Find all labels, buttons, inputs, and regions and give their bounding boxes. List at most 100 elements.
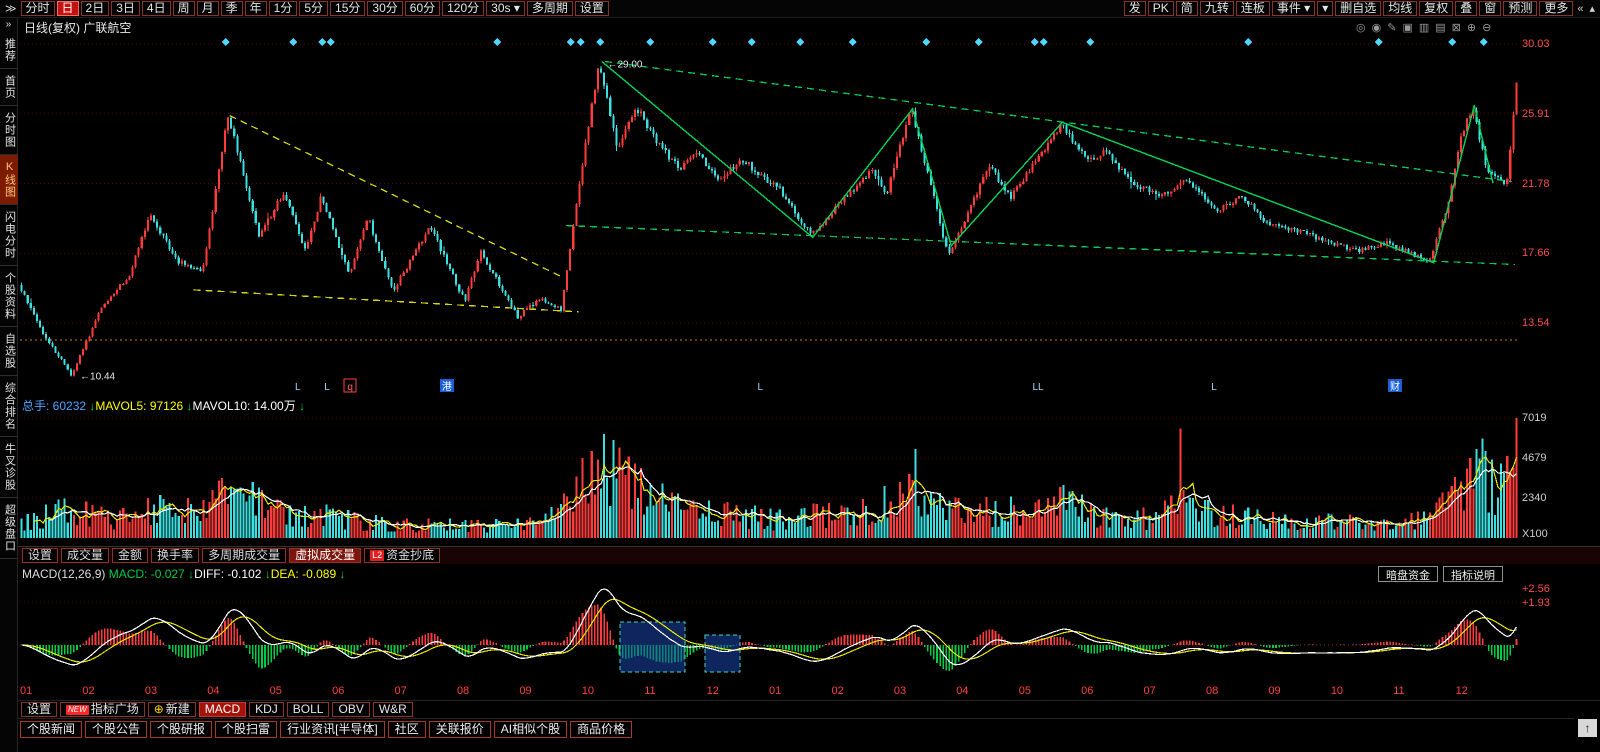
- toolbar-right-button-11[interactable]: 叠: [1455, 1, 1478, 16]
- pencil-icon[interactable]: ✎: [1387, 22, 1397, 34]
- l2-badge: L2: [370, 550, 385, 561]
- toolbar-right-button-9[interactable]: 均线: [1383, 1, 1418, 16]
- indicator-settings-button[interactable]: 设置: [21, 702, 58, 717]
- macd-chart[interactable]: [18, 584, 1560, 684]
- period-button-3[interactable]: 2日: [80, 1, 110, 16]
- sidebar-item-1[interactable]: 推荐: [0, 32, 18, 69]
- volume-tab-2[interactable]: 成交量: [61, 548, 110, 563]
- x-axis-label: 06: [332, 685, 345, 697]
- svg-text:L: L: [324, 382, 330, 393]
- period-button-7[interactable]: 月: [196, 1, 219, 16]
- bottom-tab-5[interactable]: 行业资讯[半导体]: [280, 721, 385, 738]
- toolbar-right-button-10[interactable]: 复权: [1419, 1, 1454, 16]
- indicator-help-button[interactable]: 指标说明: [1443, 566, 1503, 582]
- indicator-tab-macd[interactable]: MACD: [198, 702, 247, 717]
- bottom-tab-3[interactable]: 个股研报: [150, 721, 213, 738]
- period-button-14[interactable]: 60分: [404, 1, 441, 16]
- x-axis-label: 09: [1268, 685, 1281, 697]
- toolbar-right-button-13[interactable]: 预测: [1503, 1, 1538, 16]
- volume-tab-1[interactable]: 设置: [22, 548, 59, 563]
- period-button-16[interactable]: 30s ▾: [486, 1, 525, 16]
- bottom-tab-4[interactable]: 个股扫雷: [215, 721, 278, 738]
- price-axis-label: 21.78: [1522, 178, 1550, 190]
- bottom-tab-8[interactable]: AI相似个股: [493, 721, 568, 738]
- svg-text:←10.44: ←10.44: [80, 371, 115, 382]
- print-icon[interactable]: ▤: [1435, 22, 1446, 34]
- period-button-18[interactable]: 设置: [574, 1, 609, 16]
- toolbar-right-button-12[interactable]: 窗: [1479, 1, 1502, 16]
- sidebar-item-4[interactable]: K线图: [0, 155, 18, 205]
- toolbar-right-button-1[interactable]: 发: [1123, 1, 1146, 16]
- bottom-tab-1[interactable]: 个股新闻: [20, 721, 83, 738]
- indicator-tab-wr[interactable]: W&R: [372, 702, 413, 717]
- toolbar-right-button-4[interactable]: 九转: [1199, 1, 1234, 16]
- volume-axis-label: 7019: [1522, 412, 1547, 424]
- trash-icon[interactable]: ▥: [1418, 22, 1430, 34]
- bottom-tab-7[interactable]: 关联报价: [428, 721, 491, 738]
- eye-icon[interactable]: ◉: [1371, 22, 1382, 34]
- scroll-top-button[interactable]: ↑: [1578, 719, 1597, 737]
- zoom-in-icon[interactable]: ⊕: [1466, 22, 1477, 34]
- period-button-5[interactable]: 4日: [141, 1, 171, 16]
- collapse-left-icon[interactable]: ≫: [5, 3, 17, 15]
- volume-legend: 总手: 60232 ↓MAVOL5: 97126 ↓MAVOL10: 14.00…: [22, 397, 305, 414]
- sidebar-item-6[interactable]: 个股资料: [0, 266, 18, 327]
- sidebar-item-8[interactable]: 综合排名: [0, 376, 18, 437]
- volume-tab-7[interactable]: L2 资金抄底: [364, 548, 441, 563]
- macd-buttons: 暗盘资金 指标说明: [1378, 566, 1503, 582]
- period-button-9[interactable]: 年: [244, 1, 267, 16]
- period-button-11[interactable]: 5分: [299, 1, 329, 16]
- sidebar-item-2[interactable]: 首页: [0, 69, 18, 106]
- indicator-tab-obv[interactable]: OBV: [332, 702, 370, 717]
- zoom-out-icon[interactable]: ⊖: [1482, 22, 1492, 34]
- volume-tab-4[interactable]: 换手率: [151, 548, 200, 563]
- toolbar-right-button-6[interactable]: 事件 ▾: [1271, 1, 1316, 16]
- toolbar-right-button-8[interactable]: 删自选: [1335, 1, 1382, 16]
- period-button-15[interactable]: 120分: [442, 1, 485, 16]
- toolbar-right-button-14[interactable]: 更多: [1539, 1, 1574, 16]
- toolbar-right-button-2[interactable]: PK: [1147, 1, 1174, 16]
- collapse-right-icon[interactable]: «: [1577, 2, 1584, 15]
- sidebar-item-5[interactable]: 闪电分时: [0, 205, 18, 266]
- period-button-4[interactable]: 3日: [111, 1, 140, 16]
- volume-tab-3[interactable]: 金额: [112, 548, 149, 563]
- window-icon[interactable]: ▣: [1402, 22, 1413, 34]
- indicator-tab-kdj[interactable]: KDJ: [249, 702, 284, 717]
- period-button-2[interactable]: 日: [56, 1, 79, 16]
- x-axis-label: 02: [831, 685, 844, 697]
- volume-tab-6[interactable]: 虚拟成交量: [289, 548, 362, 563]
- sidebar-item-9[interactable]: 牛叉诊股: [0, 437, 18, 498]
- sidebar-expand-icon[interactable]: »: [5, 19, 12, 30]
- sidebar-item-3[interactable]: 分时图: [0, 106, 18, 155]
- bottom-tab-2[interactable]: 个股公告: [85, 721, 148, 738]
- period-button-17[interactable]: 多周期: [526, 1, 573, 16]
- sidebar-item-7[interactable]: 自选股: [0, 327, 18, 376]
- new-badge: NEW: [66, 704, 89, 715]
- period-button-6[interactable]: 周: [172, 1, 195, 16]
- period-button-1[interactable]: 分时: [20, 1, 55, 16]
- marker-icon[interactable]: ◎: [1356, 22, 1366, 34]
- toolbar-right-button-3[interactable]: 简: [1175, 1, 1198, 16]
- x-axis-month-labels: 01 02 03 04 05 06 07 08 09 10 11 12 01 02 03 04 05 06 07 08…: [18, 685, 1560, 699]
- indicator-tab-boll[interactable]: BOLL: [286, 702, 330, 717]
- volume-legend-part-5: MAVOL10: 14.00万: [192, 399, 300, 413]
- volume-tab-5[interactable]: 多周期成交量: [202, 548, 287, 563]
- toolbar-right-button-5[interactable]: 连板: [1235, 1, 1270, 16]
- create-indicator-button[interactable]: ⊕ 新建: [147, 702, 196, 717]
- period-button-13[interactable]: 30分: [367, 1, 403, 16]
- x-axis-label: 11: [1393, 685, 1405, 697]
- period-button-10[interactable]: 1分: [268, 1, 298, 16]
- sidebar-items: 推荐 首页 分时图 K线图 闪电分时 个股资料 自选股 综合排名 牛叉诊股 超级盘口: [0, 32, 18, 559]
- period-button-8[interactable]: 季: [220, 1, 243, 16]
- bottom-tab-6[interactable]: 社区: [387, 721, 426, 738]
- volume-chart[interactable]: [18, 410, 1560, 546]
- toolbar-right-button-7[interactable]: ▾: [1317, 1, 1334, 16]
- lock-icon[interactable]: ⊠: [1451, 22, 1461, 34]
- sidebar-item-10[interactable]: 超级盘口: [0, 498, 18, 559]
- indicator-plaza-button[interactable]: NEW 指标广场: [60, 702, 145, 717]
- dark-pool-funds-button[interactable]: 暗盘资金: [1378, 566, 1438, 582]
- pin-icon[interactable]: ▴: [1589, 3, 1595, 15]
- bottom-tab-9[interactable]: 商品价格: [570, 721, 633, 738]
- period-button-12[interactable]: 15分: [330, 1, 366, 16]
